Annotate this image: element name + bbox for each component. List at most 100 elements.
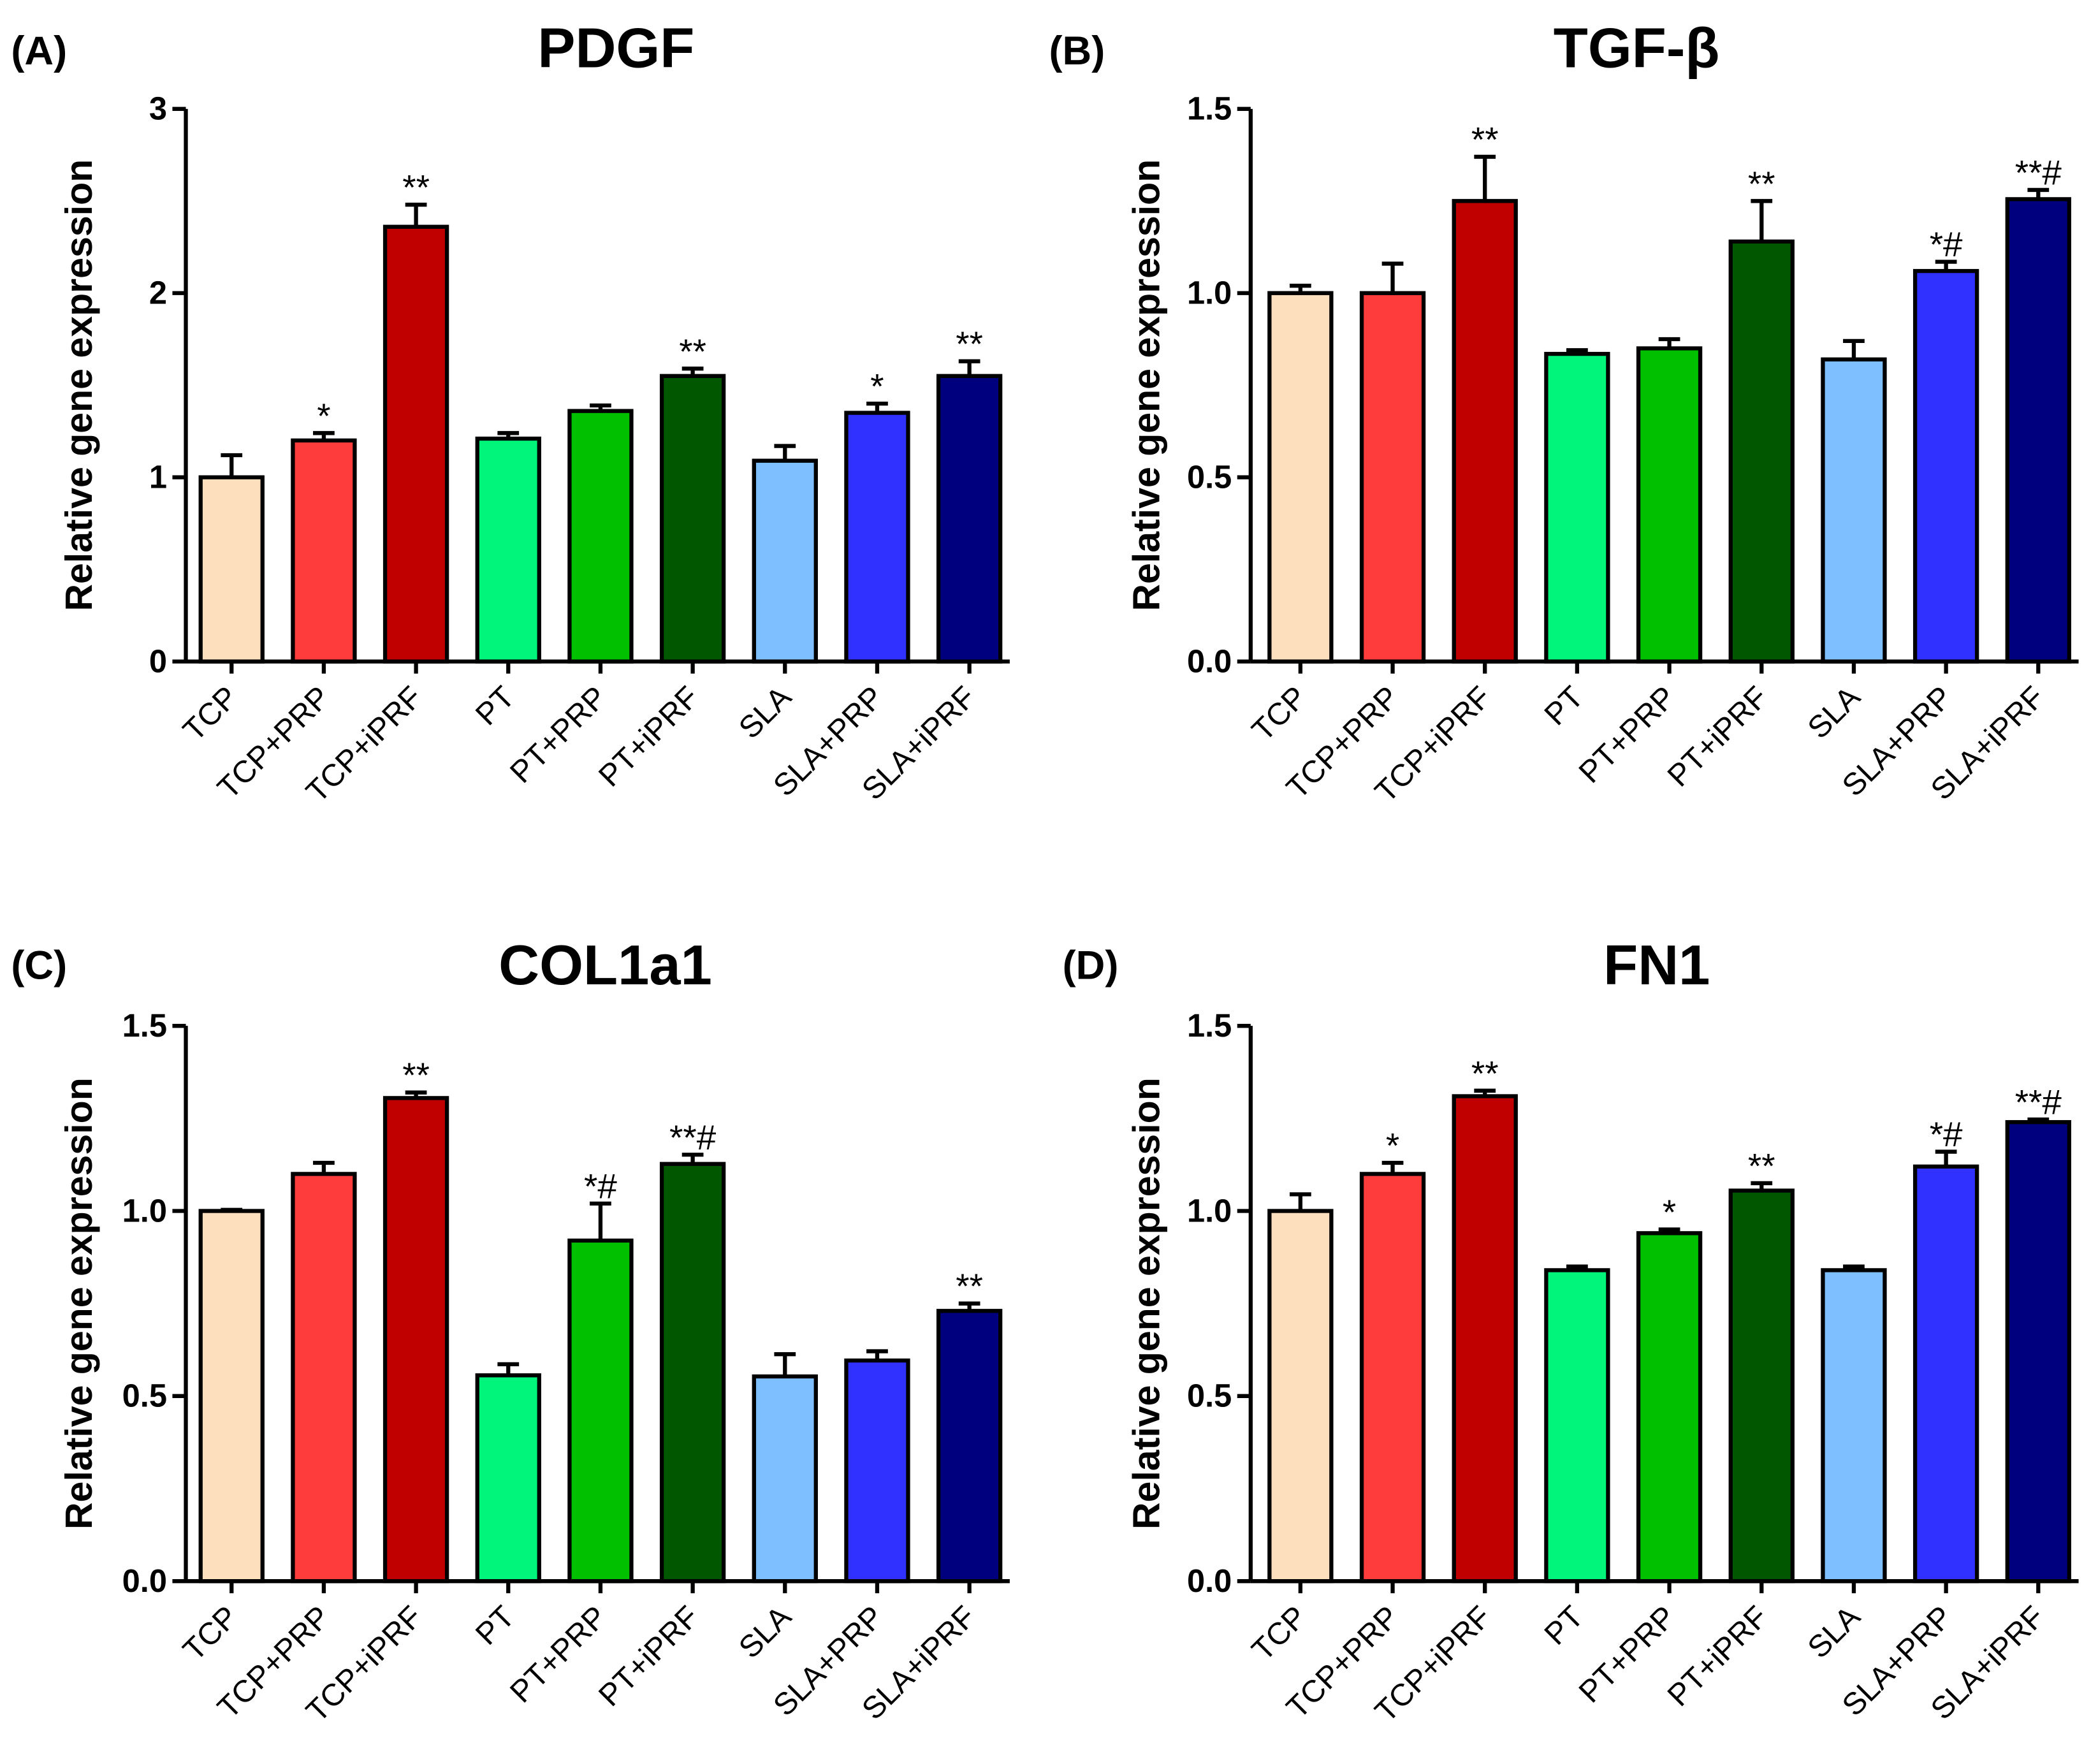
y-axis-label: Relative gene expression: [58, 159, 100, 611]
bar-tcp-iprf: [1452, 1094, 1518, 1584]
significance-label: **: [402, 168, 430, 207]
x-tick-label: SLA: [732, 680, 798, 745]
x-tick-label: PT: [469, 1600, 521, 1652]
bar-pt-iprf: [659, 1162, 726, 1584]
y-tick-label: 1.5: [122, 1007, 167, 1044]
x-tick-label: SLA: [1801, 1599, 1867, 1665]
significance-label: *: [870, 367, 884, 406]
panel-label: (B): [1049, 29, 1105, 73]
bar-sla-iprf: [936, 374, 1003, 664]
y-axis-label: Relative gene expression: [1125, 159, 1167, 611]
significance-label: **: [402, 1055, 430, 1095]
significance-label: **: [956, 1266, 983, 1306]
x-tick-label: TCP: [1246, 1600, 1314, 1668]
bar-sla-prp: [1912, 1164, 1979, 1584]
significance-label: **#: [2015, 1082, 2062, 1122]
bar-tcp: [198, 1209, 265, 1584]
significance-label: **#: [669, 1118, 717, 1157]
y-tick-label: 0.0: [1187, 643, 1232, 679]
bar-tcp-prp: [291, 1172, 357, 1584]
bar-pt-prp: [567, 1238, 634, 1584]
chart-title: FN1: [1603, 933, 1710, 996]
bar-tcp-prp: [1359, 291, 1426, 664]
y-tick-label: 1.0: [1187, 275, 1232, 311]
bar-pt: [1544, 1268, 1610, 1584]
panel-label: (A): [11, 29, 67, 73]
significance-label: **: [679, 332, 706, 371]
bar-tcp: [198, 475, 265, 664]
bar-pt: [475, 436, 541, 664]
significance-label: *: [1663, 1192, 1676, 1232]
bar-sla: [752, 1374, 818, 1584]
y-tick-label: 2: [149, 275, 167, 311]
bar-pt-prp: [1636, 1231, 1703, 1584]
x-tick-label: TCP: [1246, 680, 1314, 748]
x-tick-label: PT: [1538, 1600, 1590, 1652]
bar-sla: [1821, 1268, 1887, 1584]
y-tick-label: 3: [149, 91, 167, 127]
y-tick-label: 1: [149, 459, 167, 495]
chart-title: TGF-β: [1554, 16, 1720, 79]
bar-tcp-prp: [1359, 1172, 1426, 1584]
significance-label: *#: [1930, 224, 1963, 264]
x-tick-label: PT+iPRF: [1661, 1600, 1774, 1713]
significance-label: **: [1471, 120, 1499, 159]
significance-label: *: [1386, 1126, 1399, 1165]
y-tick-label: 1.5: [1187, 1007, 1232, 1044]
y-tick-label: 0.5: [1187, 459, 1232, 495]
significance-label: *#: [1930, 1114, 1963, 1154]
bar-sla-iprf: [936, 1309, 1003, 1584]
y-tick-label: 1.5: [1187, 91, 1232, 127]
y-axis-label: Relative gene expression: [1125, 1077, 1167, 1529]
bar-sla-prp: [1912, 268, 1979, 664]
y-tick-label: 0.0: [122, 1563, 167, 1599]
chart-title: COL1a1: [499, 933, 712, 996]
bar-tcp-prp: [291, 438, 357, 664]
x-tick-label: PT+iPRF: [592, 1600, 706, 1713]
x-tick-label: PT: [469, 680, 521, 732]
chart-title: PDGF: [537, 16, 694, 79]
bar-tcp-iprf: [382, 224, 449, 664]
y-tick-label: 0: [149, 643, 167, 679]
x-tick-label: TCP: [177, 1600, 245, 1668]
x-tick-label: PT+iPRF: [592, 680, 706, 793]
bar-pt-prp: [567, 409, 634, 664]
x-tick-label: TCP: [177, 680, 245, 748]
bar-pt-prp: [1636, 346, 1703, 664]
significance-label: *: [317, 396, 330, 435]
bar-pt-iprf: [1728, 1188, 1795, 1584]
significance-label: **: [1471, 1053, 1499, 1093]
panel-label: (D): [1063, 943, 1119, 988]
x-tick-label: SLA: [1801, 680, 1867, 745]
bar-pt-iprf: [659, 374, 726, 664]
x-tick-label: PT+iPRF: [1661, 680, 1774, 793]
bar-pt: [1544, 351, 1610, 664]
y-axis-label: Relative gene expression: [58, 1077, 100, 1529]
x-tick-label: PT: [1538, 680, 1590, 732]
significance-label: *#: [584, 1166, 617, 1206]
y-tick-label: 0.0: [1187, 1563, 1232, 1599]
panel-label: (C): [11, 943, 67, 988]
bar-sla-iprf: [2005, 1119, 2071, 1584]
bar-sla-prp: [844, 1358, 910, 1584]
bar-tcp: [1267, 291, 1334, 664]
significance-label: **: [1748, 1146, 1775, 1186]
significance-label: **#: [2015, 153, 2062, 193]
bar-tcp-iprf: [382, 1096, 449, 1584]
bar-sla: [752, 458, 818, 664]
x-tick-label: SLA: [732, 1599, 798, 1665]
bar-sla: [1821, 357, 1887, 664]
y-tick-label: 0.5: [1187, 1378, 1232, 1414]
significance-label: **: [1748, 164, 1775, 203]
bar-pt: [475, 1373, 541, 1584]
bar-sla-iprf: [2005, 197, 2071, 664]
y-tick-label: 1.0: [1187, 1192, 1232, 1228]
y-tick-label: 0.5: [122, 1378, 167, 1414]
bar-tcp-iprf: [1452, 199, 1518, 664]
bar-tcp: [1267, 1209, 1334, 1584]
